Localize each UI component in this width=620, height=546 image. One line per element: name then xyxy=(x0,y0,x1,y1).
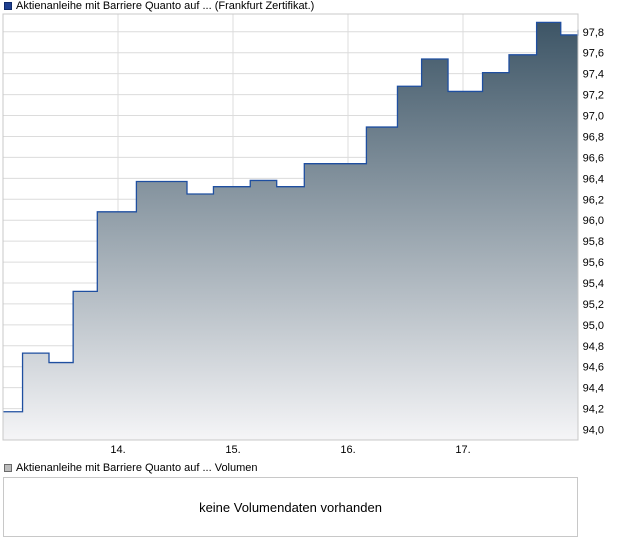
y-tick-label: 96,8 xyxy=(583,131,604,143)
price-area xyxy=(3,22,578,440)
y-tick-label: 96,0 xyxy=(583,215,604,227)
y-tick-label: 94,2 xyxy=(583,404,604,416)
y-tick-label: 96,2 xyxy=(583,194,604,206)
price-line xyxy=(3,21,579,413)
y-tick-label: 95,2 xyxy=(583,299,604,311)
price-legend-swatch xyxy=(4,2,12,10)
y-tick-label: 94,4 xyxy=(583,383,604,395)
y-tick-label: 97,2 xyxy=(583,90,604,102)
volume-legend-label: Aktienanleihe mit Barriere Quanto auf ..… xyxy=(16,462,258,474)
y-tick-label: 94,8 xyxy=(583,341,604,353)
x-tick-label: 17. xyxy=(455,444,470,456)
y-tick-label: 97,0 xyxy=(583,111,604,123)
volume-legend-swatch xyxy=(4,464,12,472)
x-tick-label: 16. xyxy=(340,444,355,456)
price-legend-label: Aktienanleihe mit Barriere Quanto auf ..… xyxy=(16,0,315,12)
price-legend: Aktienanleihe mit Barriere Quanto auf ..… xyxy=(4,0,314,12)
volume-empty-message: keine Volumendaten vorhanden xyxy=(199,499,382,515)
y-tick-label: 95,6 xyxy=(583,257,604,269)
y-axis: 94,0 94,2 94,4 94,6 94,8 95,0 95,2 95,4 95,6 95,8… xyxy=(583,27,604,437)
y-tick-label: 95,0 xyxy=(583,320,604,332)
y-tick-label: 94,6 xyxy=(583,362,604,374)
volume-panel: keine Volumendaten vorhanden xyxy=(3,477,578,537)
volume-legend: Aktienanleihe mit Barriere Quanto auf ..… xyxy=(4,462,258,474)
y-tick-label: 95,8 xyxy=(583,236,604,248)
price-chart: 94,0 94,2 94,4 94,6 94,8 95,0 95,2 95,4 95,6 95,8… xyxy=(2,13,604,456)
y-tick-label: 96,4 xyxy=(583,173,604,185)
x-axis: 14. 15. 16. 17. xyxy=(110,444,470,456)
y-tick-label: 95,4 xyxy=(583,278,604,290)
y-tick-label: 97,6 xyxy=(583,48,604,60)
y-tick-label: 97,8 xyxy=(583,27,604,39)
x-tick-label: 15. xyxy=(225,444,240,456)
x-tick-label: 14. xyxy=(110,444,125,456)
y-tick-label: 96,6 xyxy=(583,152,604,164)
plot-frame xyxy=(2,13,579,441)
y-tick-label: 97,4 xyxy=(583,69,604,81)
y-tick-label: 94,0 xyxy=(583,425,604,437)
